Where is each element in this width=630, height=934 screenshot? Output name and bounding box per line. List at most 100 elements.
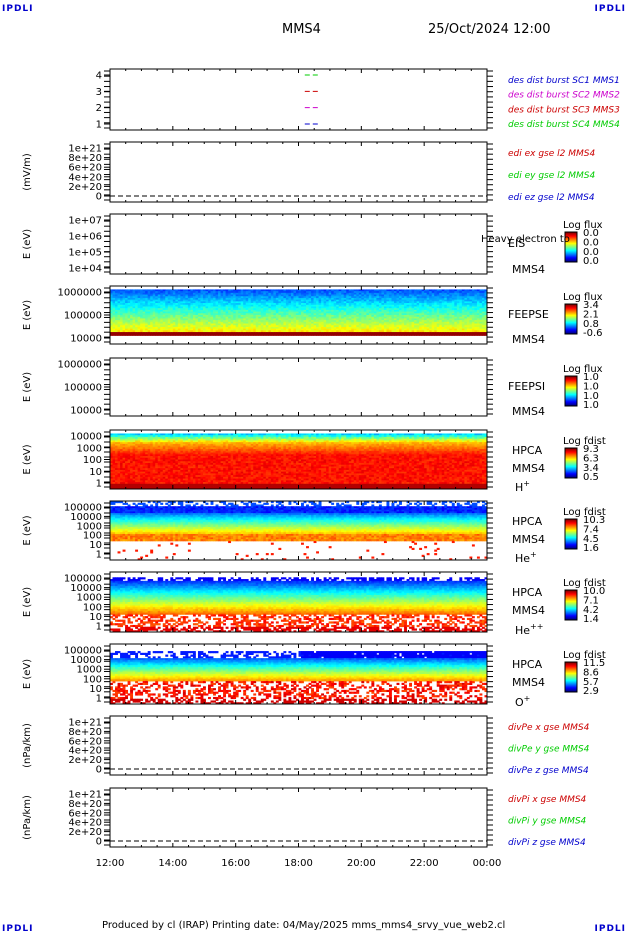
ytick-label: 2e+20 (68, 182, 102, 193)
panel-ticks-edi (104, 142, 493, 202)
species-label: H+ (515, 479, 530, 494)
panel-frame-divpe (109, 715, 488, 776)
ytick-label: 8e+20 (68, 727, 102, 738)
ytick-label: 10 (89, 612, 102, 623)
ytick-label: 2 (96, 103, 102, 114)
spectrogram-hpca_he2 (110, 577, 488, 633)
species-label: He++ (515, 622, 543, 637)
legend-entry: divPi x gse MMS4 (508, 795, 587, 805)
colorbar-tick-label: 4.2 (583, 605, 599, 616)
panel-ticks-feeps_i (104, 358, 493, 416)
ytick-label: 1 (96, 479, 102, 490)
yaxis-label: E (eV) (22, 300, 33, 330)
spacecraft-label: MMS4 (512, 533, 545, 546)
panel-frame-edi (109, 141, 488, 203)
spacecraft-label: MMS4 (512, 333, 545, 346)
yaxis-label: E (eV) (22, 515, 33, 545)
legend-entry: des dist burst SC4 MMS4 (508, 120, 620, 130)
ytick-label: 1000 (77, 593, 102, 604)
colorbar-hpca_he2 (564, 589, 578, 621)
colorbar-title: Log flux (563, 220, 603, 231)
instrument-label: FEEPSI (508, 380, 545, 393)
colorbar-tick-label: 10.3 (583, 515, 605, 526)
spacecraft-title: MMS4 (282, 22, 321, 37)
legend-entry: des dist burst SC3 MMS3 (508, 105, 620, 115)
colorbar-hpca_he (564, 518, 578, 550)
colorbar-tick-label: 1.6 (583, 543, 599, 554)
panel-ticks-feeps_e (104, 286, 493, 344)
colorbar-eis (564, 231, 578, 263)
ytick-label: 1e+21 (68, 790, 102, 801)
panel-frame-divpi (109, 787, 488, 848)
panel-ticks-hpca_he2 (104, 572, 493, 632)
colorbar-tick-label: 11.5 (583, 658, 605, 669)
panel-ticks-eis (104, 214, 493, 274)
ytick-label: 10000 (70, 512, 102, 523)
corner-label-bottom-left: IPDLI (2, 924, 34, 934)
colorbar-title: Log fdist (563, 436, 606, 447)
ytick-label: 1e+06 (68, 232, 102, 243)
colorbar-tick-label: 2.1 (583, 309, 599, 320)
ytick-label: 100000 (64, 574, 102, 585)
panel-ticks-divpi (104, 788, 493, 847)
colorbar-tick-label: 7.4 (583, 524, 599, 535)
colorbar-feeps_i (564, 375, 578, 407)
colorbar-tick-label: 6.3 (583, 453, 599, 464)
ytick-label: 0 (96, 192, 102, 203)
ytick-label: 8e+20 (68, 799, 102, 810)
colorbar-tick-label: 4.5 (583, 534, 599, 545)
overlay-label: Heavy electron to (481, 234, 570, 245)
ytick-label: 100 (83, 602, 102, 613)
xtick-label: 22:00 (410, 858, 439, 869)
instrument-label: HPCA (512, 444, 543, 457)
colorbar-tick-label: 10.0 (583, 586, 605, 597)
ytick-label: 100 (83, 674, 102, 685)
ytick-label: 100000 (64, 311, 102, 322)
ytick-label: 1000 (77, 443, 102, 454)
spectrogram-hpca_o (110, 651, 488, 705)
ytick-label: 2e+20 (68, 827, 102, 838)
ytick-label: 1e+07 (68, 216, 102, 227)
instrument-label: EIS (508, 237, 525, 250)
yaxis-label: E (eV) (22, 444, 33, 474)
instrument-label: HPCA (512, 658, 543, 671)
colorbar-tick-label: 0.5 (583, 472, 599, 483)
spacecraft-label: MMS4 (512, 405, 545, 418)
ytick-label: 10000 (70, 583, 102, 594)
legend-entry: divPi y gse MMS4 (508, 817, 587, 827)
colorbar-hpca_h (564, 447, 578, 479)
legend-entry: edi ex gse l2 MMS4 (508, 149, 595, 159)
ytick-label: 10 (89, 540, 102, 551)
yaxis-label: E (eV) (22, 659, 33, 689)
instrument-label: FEEPSE (508, 308, 549, 321)
colorbar-tick-label: 1.4 (583, 614, 599, 625)
colorbar-tick-label: 5.7 (583, 677, 599, 688)
ytick-label: 4 (96, 71, 102, 82)
yaxis-label: E (eV) (22, 229, 33, 259)
colorbar-feeps_e (564, 303, 578, 335)
xtick-label: 00:00 (473, 858, 502, 869)
panel-ticks-hpca_o (104, 644, 493, 704)
panel-ticks-divpe (104, 716, 493, 775)
ytick-label: 1 (96, 550, 102, 561)
instrument-label: HPCA (512, 515, 543, 528)
corner-label-top-right: IPDLI (595, 4, 627, 14)
corner-label-bottom-right: IPDLI (595, 924, 627, 934)
panel-ticks-hpca_he (104, 501, 493, 560)
ytick-label: 100 (83, 531, 102, 542)
xtick-label: 18:00 (284, 858, 313, 869)
ytick-label: 1000 (77, 665, 102, 676)
ytick-label: 4e+20 (68, 818, 102, 829)
ytick-label: 1000 (77, 521, 102, 532)
ytick-label: 1000000 (57, 360, 102, 371)
colorbar-tick-label: 2.9 (583, 686, 599, 697)
colorbar-tick-label: 0.0 (583, 237, 599, 248)
panel-frame-eis (109, 213, 488, 275)
ytick-label: 100000 (64, 503, 102, 514)
ytick-label: 1e+04 (68, 264, 102, 275)
xtick-label: 20:00 (347, 858, 376, 869)
colorbar-tick-label: 0.0 (583, 256, 599, 267)
colorbar-tick-label: 9.3 (583, 444, 599, 455)
yaxis-label: E (eV) (22, 372, 33, 402)
colorbar-title: Log fdist (563, 650, 606, 661)
